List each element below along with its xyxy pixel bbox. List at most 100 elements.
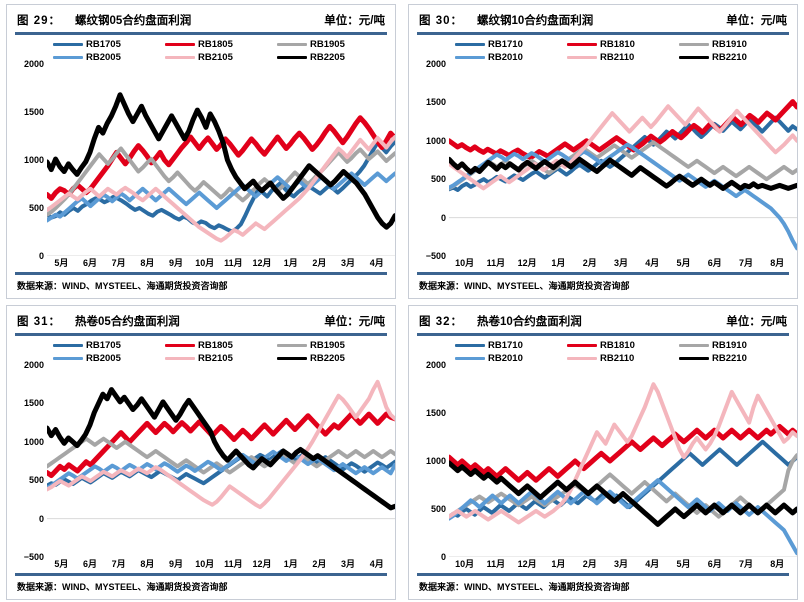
figure-unit: 单位：元/吨	[324, 15, 385, 27]
x-axis: 5月 6月 7月 8月 9月 10月 11月 12月 1月 2月 3月 4月	[7, 256, 395, 272]
legend-label: RB2005	[86, 353, 121, 364]
legend-swatch-s3	[277, 344, 307, 347]
panel-footer: 数据来源：WIND、MYSTEEL、海通期货投资咨询部	[7, 272, 395, 298]
legend-label: RB1905	[310, 39, 345, 50]
series-line-RB2205	[47, 95, 395, 227]
legend-item: RB2110	[567, 52, 679, 63]
legend-item: RB1805	[165, 39, 277, 50]
source-rule	[417, 573, 789, 576]
legend-item: RB2110	[567, 353, 679, 364]
y-tick-label: 0	[38, 513, 44, 524]
y-tick-label: 1000	[425, 135, 446, 146]
legend-swatch-s5	[165, 56, 195, 59]
source-text: 数据来源：WIND、MYSTEEL、海通期货投资咨询部	[17, 281, 228, 291]
y-axis: 2000 1500 1000 500 0	[7, 59, 47, 261]
legend-item: RB2005	[53, 353, 165, 364]
x-tick-label: 10月	[455, 559, 475, 569]
y-tick-label: 500	[430, 174, 446, 185]
series-line-RB1805	[47, 118, 395, 199]
series-line-RB1810	[449, 426, 797, 480]
x-tick-label: 2月	[582, 559, 597, 569]
legend-label: RB1710	[488, 39, 523, 50]
x-tick-label: 6月	[707, 258, 722, 268]
chart-legend: RB1710 RB1810 RB1910 RB2010 RB2110 RB221…	[409, 336, 797, 365]
figure-unit: 单位：元/吨	[324, 316, 385, 328]
legend-swatch-s6	[277, 55, 307, 60]
series-line-RB1705	[47, 142, 395, 232]
y-tick-label: 2000	[425, 59, 446, 69]
legend-item: RB2205	[277, 353, 389, 364]
series-line-RB2010	[449, 480, 797, 553]
legend-swatch-s1	[53, 344, 83, 347]
x-tick-label: 3月	[613, 559, 628, 569]
legend-item: RB2010	[455, 52, 567, 63]
figure-number: 图 31：	[17, 316, 61, 328]
legend-label: RB1905	[310, 340, 345, 351]
series-line-RB2210	[449, 159, 797, 188]
legend-swatch-s5	[567, 357, 597, 360]
series-line-RB2105	[47, 382, 395, 507]
legend-item: RB1810	[567, 340, 679, 351]
series-line-RB2005	[47, 173, 395, 220]
y-tick-label: 0	[38, 251, 44, 261]
legend-label: RB2010	[488, 353, 523, 364]
legend-label: RB2205	[310, 52, 345, 63]
x-tick-label: 5月	[676, 559, 691, 569]
series-line-RB2105	[47, 137, 395, 241]
x-tick-label: 4月	[645, 559, 660, 569]
x-tick-label: 7月	[111, 559, 126, 569]
panel-fig29: 图 29： 螺纹钢05合约盘面利润 单位：元/吨 RB1705 RB1805 R…	[0, 0, 402, 301]
x-tick-label: 7月	[111, 258, 126, 268]
x-tick-label: 11月	[486, 559, 506, 569]
x-axis: 10月 11月 12月 1月 2月 3月 4月 5月 6月 7月 8月	[409, 557, 797, 573]
legend-label: RB1910	[712, 340, 747, 351]
legend-swatch-s1	[53, 43, 83, 46]
panel-footer: 数据来源：WIND、MYSTEEL、海通期货投资咨询部	[7, 573, 395, 599]
figure-title: 热卷10合约盘面利润	[477, 316, 582, 328]
y-tick-label: 1000	[23, 155, 44, 165]
x-tick-label: 1月	[551, 559, 566, 569]
legend-item: RB1705	[53, 39, 165, 50]
plot-canvas	[47, 365, 395, 557]
x-tick-label: 8月	[140, 559, 155, 569]
x-tick-label: 7月	[739, 559, 754, 569]
plot-area: 2000 1500 1000 500 0 −500	[409, 59, 797, 261]
series-line-RB1805	[47, 414, 395, 475]
legend-swatch-s4	[53, 56, 83, 59]
panel-header: 图 31： 热卷05合约盘面利润 单位：元/吨	[7, 306, 395, 333]
series-line-RB2110	[449, 384, 797, 522]
plot-area: 2000 1500 1000 500 0 −500	[7, 360, 395, 562]
legend-label: RB2105	[198, 52, 233, 63]
x-tick-label: 11月	[224, 559, 243, 569]
plot-area: 2000 1500 1000 500 0	[409, 360, 797, 562]
x-tick-label: 4月	[645, 258, 660, 268]
legend-label: RB1805	[198, 39, 233, 50]
legend-swatch-s1	[455, 43, 485, 46]
legend-item: RB1810	[567, 39, 679, 50]
x-tick-label: 9月	[169, 258, 184, 268]
x-tick-label: 4月	[369, 559, 384, 569]
legend-item: RB1905	[277, 39, 389, 50]
y-tick-label: 2000	[23, 59, 44, 69]
y-tick-label: 0	[440, 552, 446, 562]
header-rule	[15, 333, 387, 336]
legend-item: RB2105	[165, 52, 277, 63]
x-tick-label: 2月	[312, 258, 327, 268]
legend-label: RB2210	[712, 52, 747, 63]
x-tick-label: 11月	[486, 258, 506, 268]
x-tick-label: 6月	[83, 258, 98, 268]
legend-label: RB1705	[86, 340, 121, 351]
legend-swatch-s4	[455, 56, 485, 59]
source-rule	[15, 573, 387, 576]
legend-item: RB2210	[679, 52, 791, 63]
legend-item: RB2205	[277, 52, 389, 63]
source-rule	[15, 272, 387, 275]
y-tick-label: 1500	[425, 97, 446, 108]
figure-title: 热卷05合约盘面利润	[75, 316, 180, 328]
legend-swatch-s2	[567, 343, 597, 348]
x-tick-label: 8月	[770, 258, 785, 268]
x-tick-label: 4月	[369, 258, 384, 268]
legend-label: RB1805	[198, 340, 233, 351]
series-line-RB1910	[449, 142, 797, 188]
x-tick-label: 5月	[54, 258, 69, 268]
